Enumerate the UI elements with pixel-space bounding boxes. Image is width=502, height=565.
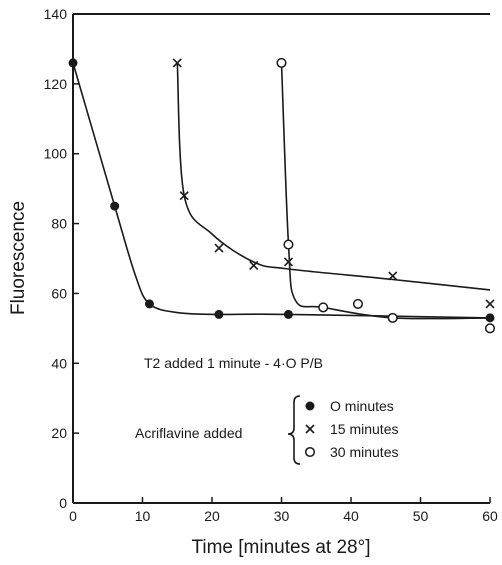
y-axis-title: Fluorescence [8,201,29,315]
legend: T2 added 1 minute - 4·O P/B Acriflavine … [135,355,398,464]
y-tick-label: 0 [59,495,67,511]
series-line-open-circle [282,63,491,319]
legend-header: T2 added 1 minute - 4·O P/B [144,355,323,371]
legend-item-label: 15 minutes [330,421,398,437]
legend-marker-open-circle [306,448,315,457]
y-tick-label: 40 [51,355,67,371]
x-tick-label: 10 [135,508,151,524]
legend-marker-x [306,425,314,433]
data-point-filled-circle [69,58,78,67]
x-tick-label: 20 [204,508,220,524]
series-curves [73,63,490,319]
series-line-filled-circle [73,63,490,318]
data-point-filled-circle [110,202,119,211]
data-point-open-circle [277,59,286,68]
legend-items: O minutes 15 minutes 30 minutes [306,398,399,460]
series-line-x [177,63,490,290]
y-tick-label: 80 [51,216,67,232]
data-point-filled-circle [145,299,154,308]
x-tick-label: 0 [69,508,77,524]
legend-group-label: Acriflavine added [135,425,242,441]
x-tick-label: 30 [274,508,290,524]
data-point-filled-circle [214,310,223,319]
y-tick-label: 60 [51,285,67,301]
data-point-filled-circle [284,310,293,319]
y-tick-label: 100 [44,146,68,162]
x-axis-title: Time [minutes at 28°] [191,537,370,558]
y-tick-label: 120 [44,76,68,92]
y-tick-label: 20 [51,425,67,441]
data-point-x [486,300,494,308]
x-tick-label: 40 [343,508,359,524]
legend-brace [288,396,300,464]
data-point-open-circle [284,240,293,249]
data-point-x [284,258,292,266]
series-markers [69,58,495,332]
x-tick-label: 50 [413,508,429,524]
x-tick-label: 60 [482,508,498,524]
data-point-x [215,244,223,252]
data-point-filled-circle [486,313,495,322]
data-point-open-circle [354,300,363,309]
x-axis-ticks: 0 10 20 30 40 50 60 [69,497,498,524]
y-tick-label: 140 [44,6,68,22]
legend-marker-filled-circle [306,402,315,411]
data-point-open-circle [486,324,495,333]
legend-item-label: O minutes [330,398,394,414]
data-point-open-circle [319,303,328,312]
legend-item-label: 30 minutes [330,444,398,460]
data-point-open-circle [388,314,397,323]
